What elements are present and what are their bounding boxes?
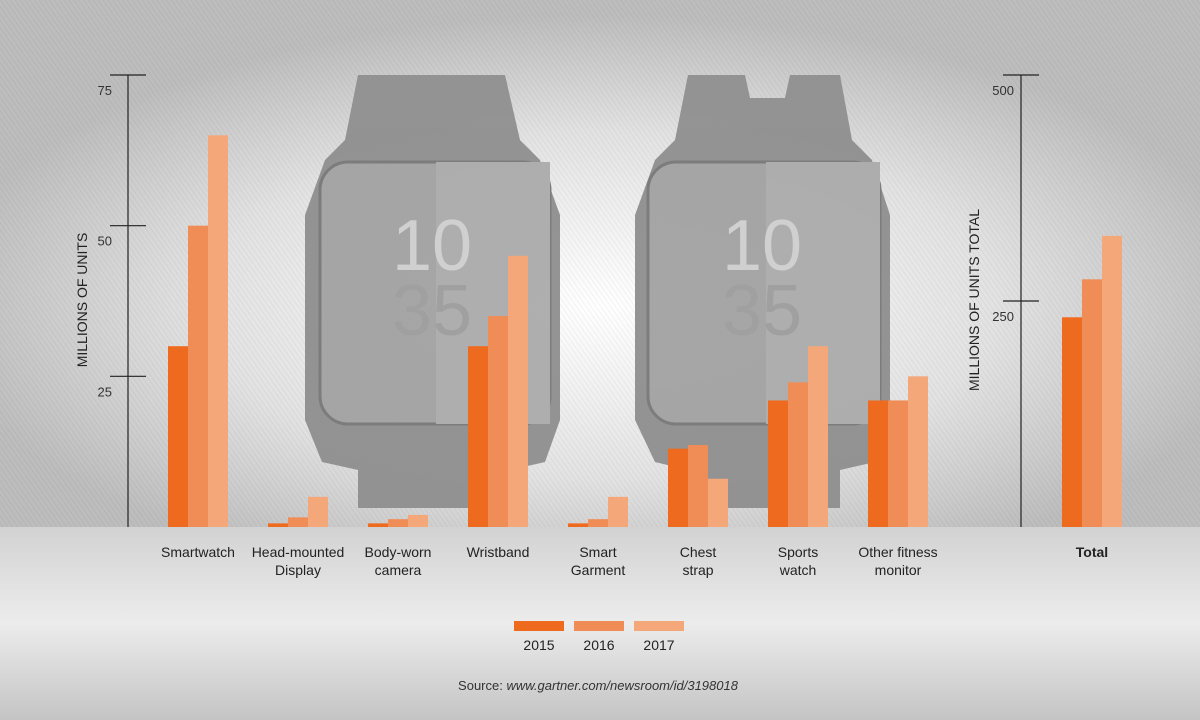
bar-2017 (208, 135, 228, 527)
bar-2016 (688, 445, 708, 527)
category-label: Body-worn camera (365, 544, 432, 578)
bar-2015 (168, 346, 188, 527)
bar-2017 (408, 514, 428, 527)
category-label-line: Body-worn (365, 544, 432, 560)
bar-2017 (608, 496, 628, 527)
bar-group-4 (568, 496, 628, 527)
category-label-line: Sports (778, 544, 818, 560)
category-label-line: monitor (875, 562, 922, 578)
left-y-axis-title: MILLIONS OF UNITS (74, 233, 90, 368)
legend-swatch-2017 (634, 621, 684, 631)
category-label-line: camera (375, 562, 422, 578)
svg-text:35: 35 (722, 271, 802, 351)
left-tick-label: 25 (98, 384, 112, 399)
source-prefix: Source: (458, 678, 503, 693)
total-bar-2017 (1102, 235, 1122, 528)
bar-group-5 (668, 445, 728, 527)
legend-label: 2015 (523, 637, 554, 653)
svg-text:10: 10 (392, 206, 472, 286)
bar-2015 (568, 523, 588, 527)
bar-2017 (908, 376, 928, 527)
left-tick-label: 50 (98, 234, 112, 249)
bar-2017 (808, 346, 828, 527)
legend-swatch-2015 (514, 621, 564, 631)
bar-2016 (388, 519, 408, 527)
category-label-line: Smartwatch (161, 544, 235, 560)
bar-group-6 (768, 346, 828, 527)
bar-group-total (1062, 235, 1122, 528)
category-label-line: strap (682, 562, 713, 578)
source-note: Source: www.gartner.com/newsroom/id/3198… (458, 678, 739, 693)
bar-2015 (468, 346, 488, 527)
category-label: Head-mounted Display (252, 544, 345, 578)
category-label: Chest strap (680, 544, 717, 578)
source-link[interactable]: www.gartner.com/newsroom/id/3198018 (506, 678, 738, 693)
category-label: Sports watch (778, 544, 818, 578)
bar-2017 (508, 255, 528, 528)
category-label: Smartwatch (161, 544, 235, 560)
bar-2015 (368, 523, 388, 527)
bar-2016 (188, 225, 208, 527)
bar-2015 (268, 523, 288, 527)
category-label: Smart Garment (571, 544, 626, 578)
category-label-line: Display (275, 562, 321, 578)
bar-2016 (488, 316, 508, 527)
category-label: Other fitness monitor (858, 544, 937, 578)
category-label-line: Other fitness (858, 544, 937, 560)
legend-label: 2017 (643, 637, 674, 653)
legend-label: 2016 (583, 637, 614, 653)
category-label-line: Head-mounted (252, 544, 345, 560)
bar-2015 (668, 448, 688, 527)
bar-2017 (708, 478, 728, 527)
bar-2016 (788, 382, 808, 527)
right-y-axis-title: MILLIONS OF UNITS TOTAL (966, 209, 982, 391)
category-label-line: Smart (579, 544, 616, 560)
bar-group-1 (268, 496, 328, 527)
left-tick-label: 75 (98, 83, 112, 98)
total-category-label: Total (1076, 544, 1108, 560)
bar-2017 (308, 496, 328, 527)
bar-2015 (868, 400, 888, 527)
bar-group-2 (368, 514, 428, 527)
category-label-line: Garment (571, 562, 626, 578)
right-tick-label: 250 (992, 309, 1014, 324)
category-label-line: Chest (680, 544, 717, 560)
bar-group-3 (468, 255, 528, 528)
svg-text:35: 35 (392, 271, 472, 351)
total-bar-2015 (1062, 317, 1082, 527)
svg-text:10: 10 (722, 206, 802, 286)
bar-group-0 (168, 135, 228, 527)
bar-group-7 (868, 376, 928, 527)
bar-2016 (588, 519, 608, 527)
category-label-line: Wristband (467, 544, 530, 560)
watch-illustration-left: 10 35 (305, 75, 560, 508)
bar-2016 (888, 400, 908, 527)
legend-swatch-2016 (574, 621, 624, 631)
category-label-line: watch (779, 562, 817, 578)
bar-2015 (768, 400, 788, 527)
total-bar-2016 (1082, 279, 1102, 527)
category-label: Wristband (467, 544, 530, 560)
bar-2016 (288, 517, 308, 527)
right-tick-label: 500 (992, 83, 1014, 98)
